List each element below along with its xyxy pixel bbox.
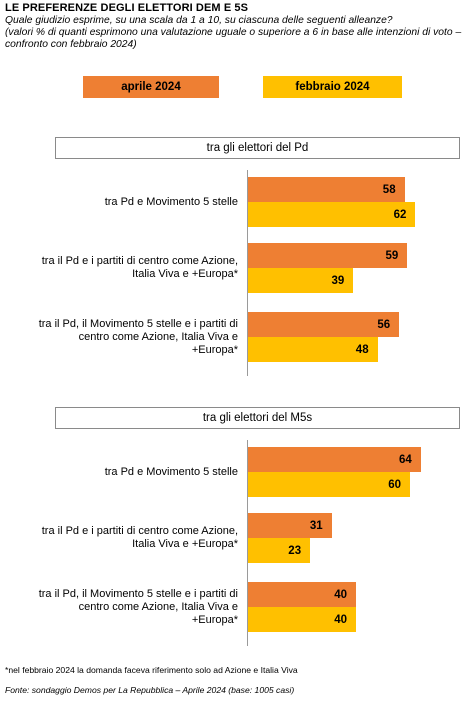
data-label: 39 bbox=[331, 274, 345, 287]
footnote: *nel febbraio 2024 la domanda faceva rif… bbox=[5, 665, 298, 675]
category-label: tra Pd e Movimento 5 stelle bbox=[104, 195, 238, 208]
panel-title: tra gli elettori del M5s bbox=[55, 407, 460, 429]
chart-title: LE PREFERENZE DEGLI ELETTORI DEM E 5S bbox=[5, 2, 249, 14]
source-note: Fonte: sondaggio Demos per La Repubblica… bbox=[5, 685, 295, 695]
bar-febbraio: 60 bbox=[248, 472, 410, 497]
data-label: 40 bbox=[334, 588, 347, 601]
data-label: 64 bbox=[399, 453, 412, 466]
data-label: 59 bbox=[385, 249, 399, 262]
note-text: (valori % di quanti esprimono una valuta… bbox=[5, 27, 462, 50]
bar-aprile: 59 bbox=[248, 243, 408, 268]
chart-subtitle: Quale giudizio esprime, su una scala da … bbox=[5, 15, 471, 51]
category-label: tra il Pd, il Movimento 5 stelle e i par… bbox=[38, 587, 238, 626]
category-label: tra Pd e Movimento 5 stelle bbox=[104, 465, 238, 478]
data-label: 60 bbox=[388, 478, 401, 491]
data-label: 58 bbox=[382, 183, 396, 196]
question-text: Quale giudizio esprime, su una scala da … bbox=[5, 15, 393, 26]
bar-aprile: 64 bbox=[248, 447, 421, 472]
data-label: 62 bbox=[393, 208, 407, 221]
value-axis-line bbox=[247, 170, 248, 376]
data-label: 48 bbox=[355, 343, 369, 356]
bar-febbraio: 39 bbox=[248, 268, 354, 293]
category-label: tra il Pd, il Movimento 5 stelle e i par… bbox=[38, 317, 238, 356]
data-label: 31 bbox=[309, 519, 323, 532]
data-label: 23 bbox=[288, 544, 302, 557]
bar-febbraio: 62 bbox=[248, 202, 416, 227]
bar-febbraio: 40 bbox=[248, 607, 356, 632]
value-axis-line bbox=[247, 440, 248, 646]
bar-aprile: 40 bbox=[248, 582, 356, 607]
legend-aprile-label: aprile 2024 bbox=[121, 81, 181, 93]
legend-febbraio: febbraio 2024 bbox=[263, 76, 402, 98]
bar-febbraio: 23 bbox=[248, 538, 311, 563]
data-label: 56 bbox=[377, 318, 391, 331]
legend-febbraio-label: febbraio 2024 bbox=[295, 81, 370, 93]
panel-title: tra gli elettori del Pd bbox=[55, 137, 460, 159]
category-label: tra il Pd e i partiti di centro come Azi… bbox=[41, 255, 238, 280]
data-label: 40 bbox=[334, 613, 347, 626]
category-label: tra il Pd e i partiti di centro come Azi… bbox=[41, 525, 238, 550]
bar-aprile: 31 bbox=[248, 513, 332, 538]
legend-aprile: aprile 2024 bbox=[83, 76, 219, 98]
bar-aprile: 56 bbox=[248, 312, 400, 337]
bar-aprile: 58 bbox=[248, 177, 405, 202]
bar-febbraio: 48 bbox=[248, 337, 378, 362]
